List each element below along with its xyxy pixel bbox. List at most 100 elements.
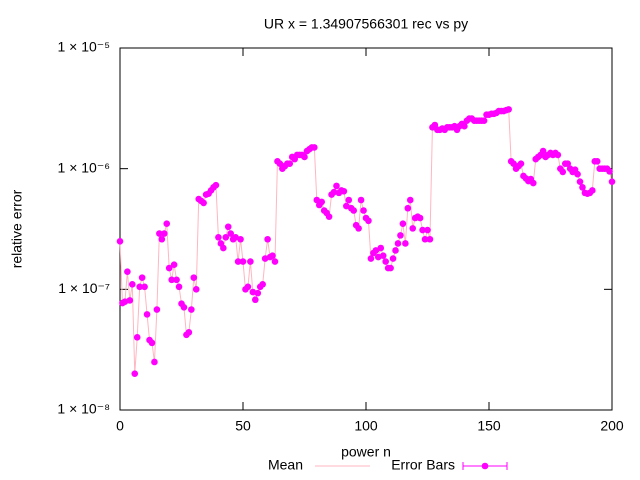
data-point [163, 220, 171, 227]
data-point [559, 168, 567, 176]
data-point [426, 235, 434, 243]
data-point [419, 226, 426, 234]
data-point [252, 296, 259, 304]
data-point [126, 297, 134, 304]
data-point [372, 247, 380, 254]
legend-label: Mean [268, 457, 303, 473]
data-point [180, 303, 188, 311]
data-point [357, 196, 365, 204]
data-point [116, 238, 124, 245]
data-point [269, 252, 276, 259]
data-point [330, 188, 338, 196]
data-point [153, 306, 161, 313]
data-point [185, 329, 193, 336]
data-point [301, 153, 308, 161]
data-point [170, 261, 178, 269]
data-point [173, 276, 180, 284]
data-point [215, 233, 222, 241]
x-tick-label: 100 [354, 418, 378, 434]
data-point [151, 358, 158, 366]
data-point [124, 268, 131, 276]
y-tick-label: 1 × 10⁻⁶ [58, 159, 110, 175]
x-tick-label: 200 [600, 418, 624, 434]
data-point [554, 151, 562, 159]
data-point [129, 281, 136, 288]
data-point [574, 170, 581, 178]
plot-frame [119, 47, 613, 411]
data-point [394, 240, 402, 247]
data-point [589, 187, 596, 194]
data-point [564, 160, 572, 167]
data-point [593, 158, 601, 165]
x-axis-label: power n [341, 444, 391, 460]
data-point [254, 289, 262, 297]
data-point [192, 286, 200, 293]
data-point [340, 187, 348, 195]
data-point [406, 196, 414, 204]
data-point [416, 214, 424, 222]
data-point [158, 235, 166, 243]
data-point [325, 213, 333, 220]
data-point [143, 311, 151, 318]
data-point [286, 160, 294, 167]
data-point [160, 230, 168, 237]
data-point [156, 230, 163, 237]
data-point [510, 160, 517, 167]
data-point [399, 220, 407, 227]
data-point [244, 283, 252, 291]
data-point [136, 283, 143, 291]
data-point [264, 235, 271, 243]
data-point [234, 258, 242, 265]
data-point [402, 240, 409, 247]
data-point [212, 181, 220, 189]
data-point [175, 283, 183, 291]
data-point [133, 334, 141, 341]
data-point [237, 235, 244, 243]
legend-swatch [481, 462, 489, 470]
series-line [119, 108, 613, 374]
x-tick-label: 150 [477, 418, 501, 434]
data-point [355, 225, 362, 232]
data-point [227, 230, 234, 237]
chart-title: UR x = 1.34907566301 rec vs py [264, 16, 468, 32]
data-point [505, 106, 512, 113]
data-point [404, 204, 412, 212]
data-point [190, 274, 198, 281]
data-point [539, 147, 547, 155]
data-point [200, 199, 207, 207]
data-point [461, 122, 468, 130]
data-point [276, 160, 284, 167]
data-point [247, 258, 254, 265]
data-point [480, 117, 488, 124]
data-point [608, 178, 616, 185]
data-point [165, 264, 173, 272]
data-point [350, 207, 358, 214]
data-point [421, 235, 429, 243]
y-tick-label: 1 × 10⁻⁸ [57, 401, 110, 417]
data-point [148, 339, 156, 347]
data-point [220, 244, 227, 252]
data-point [138, 274, 146, 281]
data-point [382, 258, 389, 265]
data-point [579, 184, 586, 191]
y-tick-label: 1 × 10⁻⁵ [57, 39, 110, 55]
data-point [131, 370, 139, 377]
data-point [389, 255, 397, 262]
data-point [576, 178, 584, 185]
data-point [529, 179, 537, 187]
data-point [343, 202, 350, 210]
data-point [141, 283, 148, 291]
data-point [424, 226, 431, 234]
data-point [222, 233, 230, 241]
data-point [360, 207, 367, 214]
data-point [397, 232, 404, 239]
data-point [392, 247, 399, 254]
data-point [367, 255, 375, 262]
data-point [377, 244, 385, 252]
data-point [249, 288, 257, 296]
data-point [517, 160, 525, 167]
data-point [224, 223, 232, 231]
data-point [379, 252, 387, 259]
y-axis-label: relative error [9, 189, 25, 268]
